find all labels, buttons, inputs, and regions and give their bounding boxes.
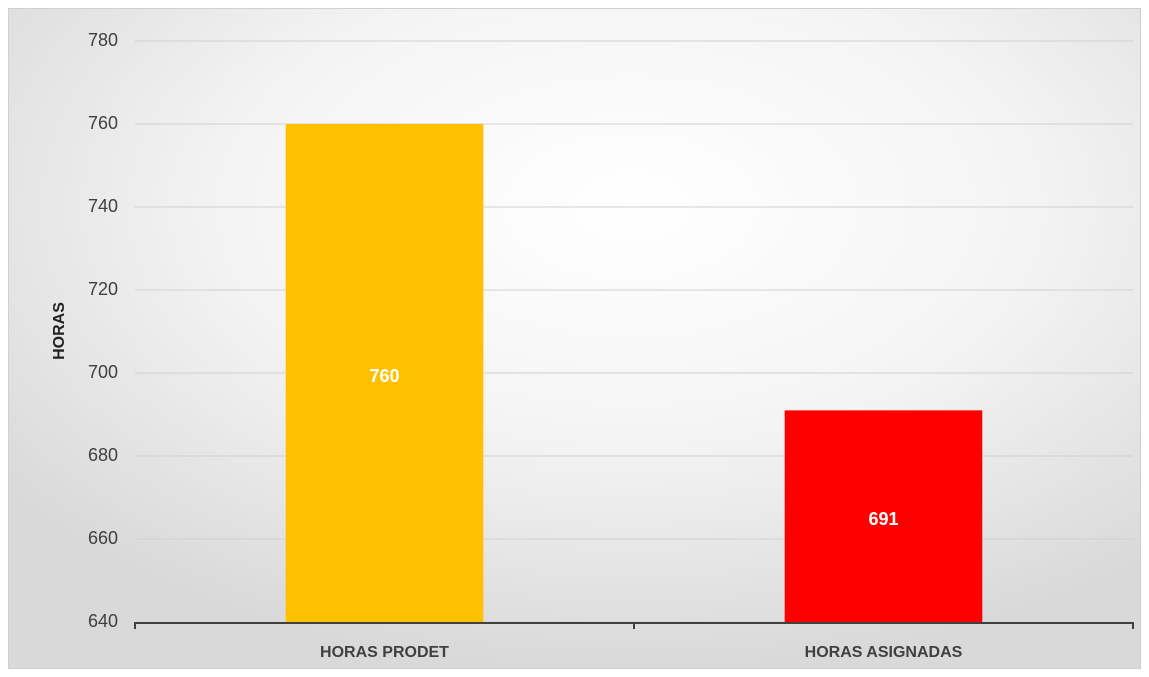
y-tick-label: 660 (88, 528, 118, 548)
y-tick-label: 760 (88, 113, 118, 133)
data-label: 760 (369, 366, 399, 386)
bar (285, 124, 484, 622)
y-tick-label: 780 (88, 30, 118, 50)
y-tick-label: 640 (88, 611, 118, 631)
x-tick-label: HORAS PRODET (320, 644, 449, 661)
y-tick-label: 680 (88, 445, 118, 465)
x-tick-label: HORAS ASIGNADAS (805, 644, 963, 661)
y-tick-label: 720 (88, 279, 118, 299)
y-tick-label: 700 (88, 362, 118, 382)
data-label: 691 (868, 509, 898, 529)
bar (784, 410, 983, 622)
y-tick-label: 740 (88, 196, 118, 216)
y-axis-label: HORAS (51, 302, 68, 360)
